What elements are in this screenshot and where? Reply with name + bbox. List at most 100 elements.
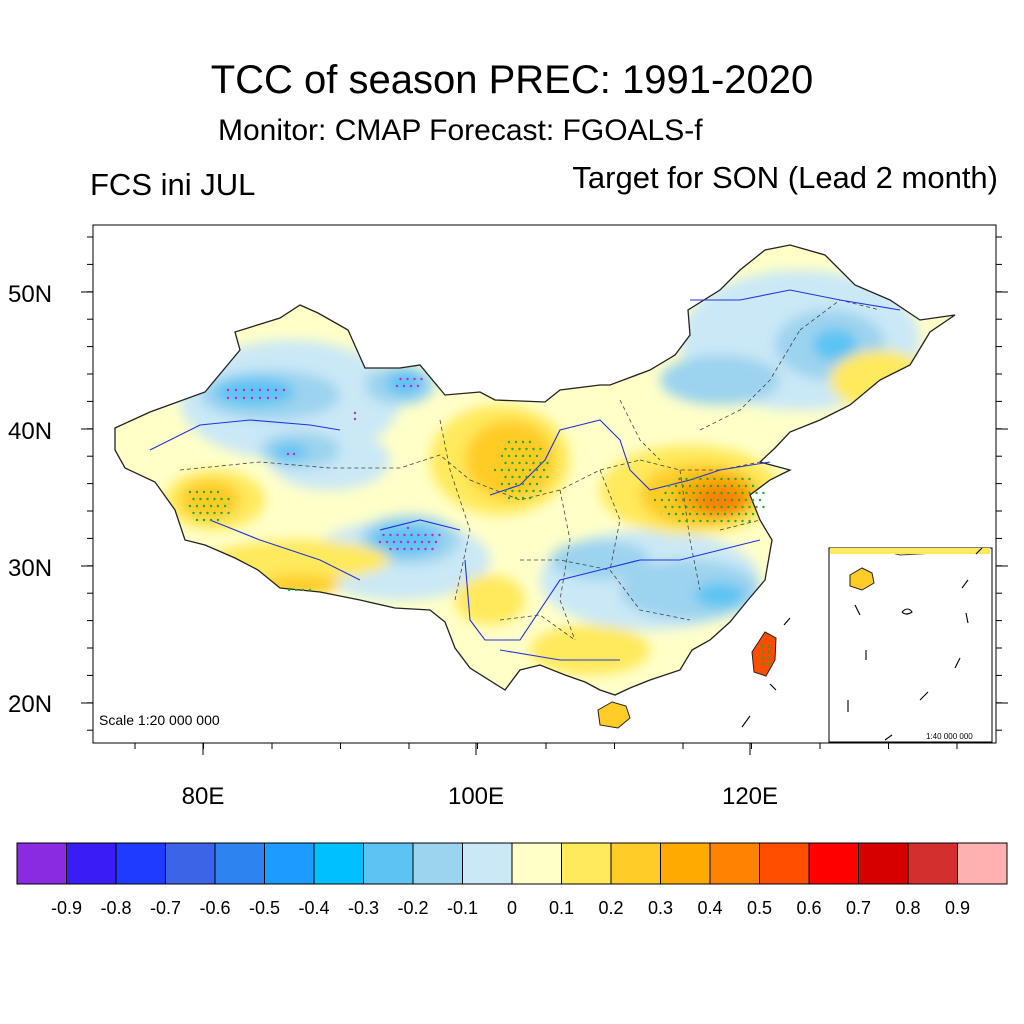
axis-ticks <box>81 236 1008 755</box>
stipple-dot <box>420 377 423 381</box>
stipple-dot <box>234 388 238 392</box>
stipple-dot <box>758 498 762 502</box>
stipple-dot <box>762 491 765 495</box>
stipple-dot <box>431 533 434 537</box>
stipple-dot <box>748 477 751 481</box>
stipple-dot <box>744 498 748 502</box>
stipple-dot <box>202 518 206 522</box>
stipple-dot <box>188 490 192 494</box>
colorbar-label: 0.2 <box>598 898 623 918</box>
stipple-dot <box>417 533 420 537</box>
stipple-dot <box>518 461 521 465</box>
stipple-dot <box>539 461 542 465</box>
stipple-dot <box>723 484 727 488</box>
stipple-dot <box>427 540 431 544</box>
colorbar-box <box>264 842 315 885</box>
colorbar-box <box>907 842 958 885</box>
stipple-dot <box>518 489 521 493</box>
stipple-dot <box>532 447 535 451</box>
stipple-dot <box>226 388 230 392</box>
stipple-dot <box>504 461 507 465</box>
stipple-dot <box>511 475 514 479</box>
stipple-dot <box>504 489 507 493</box>
stipple-dot <box>737 498 741 502</box>
stipple-dot <box>431 547 434 551</box>
stipple-dot <box>525 461 528 465</box>
stipple-dot <box>695 484 699 488</box>
stipple-dot <box>525 447 528 451</box>
stipple-dot <box>730 498 734 502</box>
stipple-dot <box>706 505 709 509</box>
stipple-dot <box>667 498 671 502</box>
stipple-dot <box>688 484 692 488</box>
stipple-dot <box>395 384 399 388</box>
colorbar-box <box>66 842 117 885</box>
stipple-dot <box>213 511 216 515</box>
left-label: FCS ini JUL <box>90 167 256 202</box>
stipple-dot <box>406 526 410 530</box>
stipple-dot <box>727 519 730 523</box>
inset-map: 1:40 000 000 <box>828 547 993 743</box>
stipple-dot <box>258 388 262 392</box>
stipple-dot <box>692 491 695 495</box>
stipple-dot <box>681 498 685 502</box>
colorbar-label: -0.9 <box>51 898 82 918</box>
stipple-dot <box>744 512 748 516</box>
colorbar-box <box>165 842 216 885</box>
stipple-dot <box>511 461 514 465</box>
lat-label-40n: 40N <box>8 418 52 445</box>
colorbar-label: -0.4 <box>298 898 329 918</box>
stipple-dot <box>720 505 723 509</box>
stipple-dot <box>188 504 192 508</box>
colorbar-label: 0.9 <box>945 898 970 918</box>
stipple-dot <box>500 468 504 472</box>
stipple-dot <box>406 377 409 381</box>
stipple-dot <box>417 547 420 551</box>
stipple-dot <box>504 447 507 451</box>
stipple-dot <box>546 475 549 479</box>
colorbar-box <box>709 842 760 885</box>
chart-subtitle: Monitor: CMAP Forecast: FGOALS-f <box>218 114 703 147</box>
stipple-dot <box>762 505 765 509</box>
lat-label-20n: 20N <box>8 691 52 718</box>
stipple-dot <box>220 497 223 501</box>
stipple-dot <box>438 533 441 537</box>
stipple-dot <box>734 491 737 495</box>
stipple-dot <box>507 496 511 500</box>
colorbar-label: 0.4 <box>697 898 722 918</box>
stipple-dot <box>761 644 765 648</box>
stipple-dot <box>727 491 730 495</box>
stipple-dot <box>748 505 751 509</box>
stipple-dot <box>667 484 671 488</box>
stipple-dot <box>234 396 238 400</box>
stipple-dot <box>702 512 706 516</box>
stipple-dot <box>403 533 406 537</box>
stipple-dot <box>420 540 424 544</box>
stipple-dot <box>720 491 723 495</box>
stipple-dot <box>716 498 720 502</box>
colorbar-label: -0.3 <box>348 898 379 918</box>
stipple-dot <box>514 468 518 472</box>
stipple-dot <box>223 504 227 508</box>
stipple-dot <box>521 454 525 458</box>
stipple-dot <box>535 468 539 472</box>
colorbar-labels: -0.9 -0.8 -0.7 -0.6 -0.5 -0.4 -0.3 -0.2 -0.1 0 0.1… <box>51 898 970 918</box>
colorbar-box <box>115 842 166 885</box>
stipple-dot <box>528 440 532 444</box>
stipple-dot <box>748 491 751 495</box>
stipple-dot <box>734 477 737 481</box>
stipple-dot <box>216 518 220 522</box>
stipple-dot <box>287 588 291 592</box>
stipple-dot <box>761 650 765 654</box>
colorbar-label: 0.7 <box>846 898 871 918</box>
stipple-dot <box>192 511 195 515</box>
stipple-dot <box>389 547 392 551</box>
stipple-dot <box>702 484 706 488</box>
colorbar-box <box>660 842 711 885</box>
stipple-dot <box>653 498 657 502</box>
stipple-dot <box>734 505 737 509</box>
stipple-dot <box>199 497 202 501</box>
stipple-dot <box>402 384 406 388</box>
stipple-dot <box>532 489 535 493</box>
stipple-dot <box>688 498 692 502</box>
